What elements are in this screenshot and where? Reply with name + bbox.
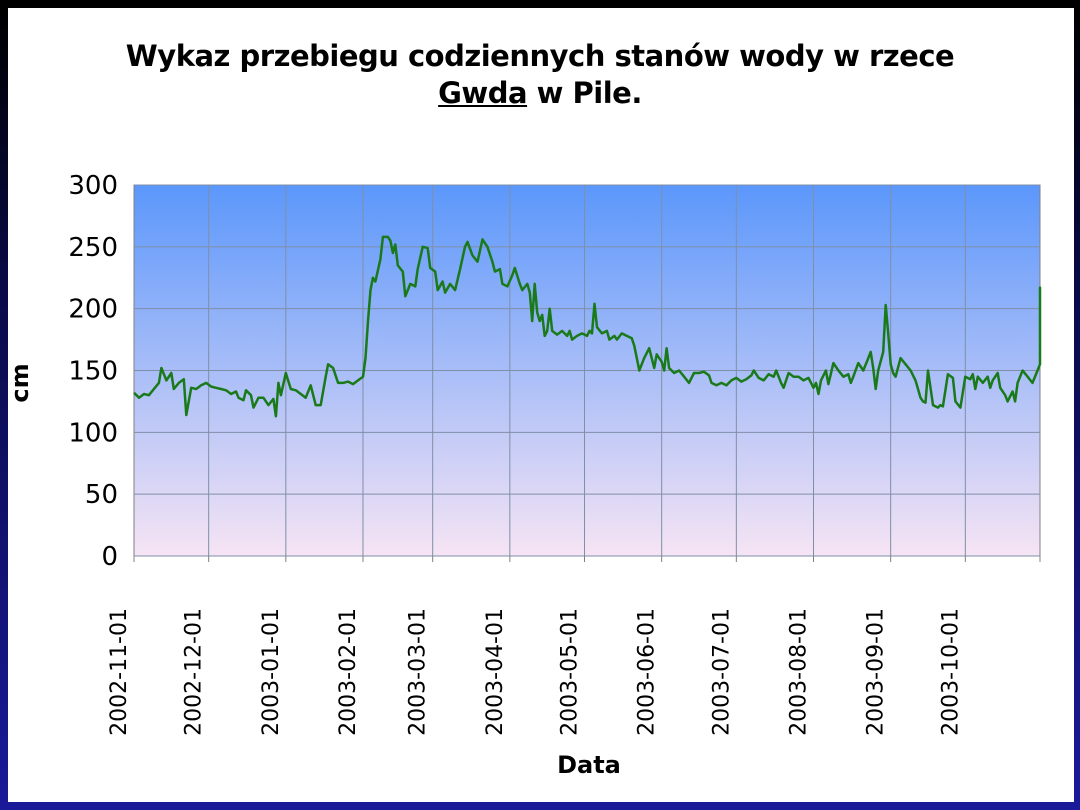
x-axis-label: Data — [557, 751, 621, 779]
y-tick-label: 100 — [68, 418, 118, 448]
y-tick-label: 300 — [68, 171, 118, 201]
x-axis-ticks: 2002-11-01 2002-12-01 2003-01-01 2003-02-01… — [107, 556, 1041, 736]
y-axis-label: cm — [6, 363, 34, 402]
x-tick-label: 2003-08-01 — [787, 608, 812, 736]
chart-title-line1: Wykaz przebiegu codziennych stanów wody … — [125, 39, 955, 73]
chart-title-river-name: Gwda — [438, 76, 528, 110]
x-tick-label: 2003-07-01 — [709, 608, 734, 736]
x-tick-label: 2003-02-01 — [336, 608, 361, 736]
y-tick-label: 50 — [85, 480, 118, 510]
y-axis-ticks: 0 50 100 150 200 250 300 — [68, 171, 118, 572]
x-tick-label: 2003-05-01 — [558, 608, 583, 736]
y-tick-label: 150 — [68, 357, 118, 387]
x-tick-label: 2002-11-01 — [107, 608, 132, 736]
series-line — [133, 235, 1042, 418]
x-tick-label: 2002-12-01 — [182, 608, 207, 736]
x-tick-label: 2003-04-01 — [483, 608, 508, 736]
chart-title-line2-rest: w Pile. — [527, 76, 643, 110]
chart-title-line2: Gwda w Pile. — [0, 75, 1080, 112]
y-tick-label: 0 — [101, 542, 118, 572]
x-tick-label: 2003-10-01 — [938, 608, 963, 736]
x-tick-label: 2003-09-01 — [864, 608, 889, 736]
x-tick-label: 2003-01-01 — [259, 608, 284, 736]
x-tick-label: 2003-06-01 — [635, 608, 660, 736]
x-tick-label: 2003-03-01 — [406, 608, 431, 736]
y-tick-label: 200 — [68, 295, 118, 325]
chart-title: Wykaz przebiegu codziennych stanów wody … — [0, 38, 1080, 112]
y-tick-label: 250 — [68, 233, 118, 263]
